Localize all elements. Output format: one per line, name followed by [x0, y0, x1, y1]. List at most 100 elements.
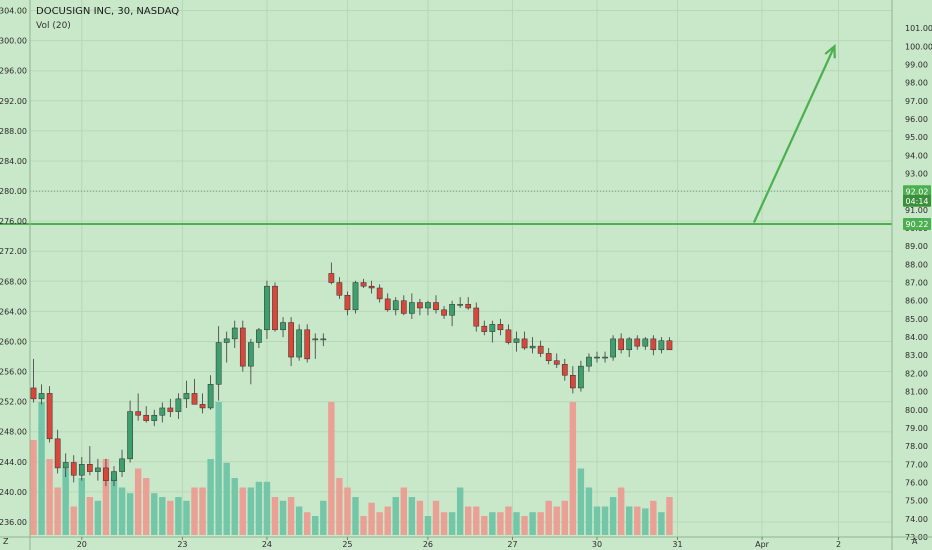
volume-bar: [658, 512, 665, 535]
volume-bar: [626, 506, 633, 535]
volume-bar: [650, 500, 657, 535]
candle: [30, 358, 37, 403]
candle: [159, 402, 166, 423]
price-badge[interactable]: [903, 218, 931, 231]
time-axis-label: 30: [592, 540, 602, 549]
volume-bar: [473, 506, 480, 535]
candle: [135, 393, 142, 421]
candle-body: [570, 374, 576, 389]
right-axis-tick-label: 94.00: [905, 151, 928, 160]
candle: [103, 458, 109, 487]
candle-body: [272, 285, 278, 331]
candle-body: [175, 398, 182, 412]
candle-body: [143, 414, 150, 421]
volume-bar: [175, 497, 182, 535]
candle: [594, 351, 600, 363]
candle-body: [191, 393, 198, 405]
volume-bar: [191, 487, 198, 535]
volume-bar: [521, 516, 528, 535]
candle-body: [505, 329, 512, 343]
corner-left-label[interactable]: Z: [3, 537, 9, 546]
volume-bar: [424, 516, 432, 535]
candle: [352, 280, 359, 314]
candle: [578, 360, 584, 392]
candle: [473, 302, 480, 332]
time-axis-label: 2: [836, 540, 841, 549]
left-axis-tick-label: 248.00: [0, 428, 27, 437]
volume-bar: [263, 481, 271, 535]
trend-arrow-line[interactable]: [752, 45, 836, 224]
candle: [223, 331, 230, 363]
candle-body: [481, 325, 488, 332]
volume-bar: [295, 506, 303, 535]
volume-bar: [456, 487, 464, 535]
time-axis[interactable]: 20 23 24 25 26 27 30 31 Apr 2: [0, 536, 932, 549]
volume-bar: [601, 506, 609, 535]
left-axis-tick-label: 304.00: [0, 7, 27, 16]
price-badge[interactable]: [903, 194, 931, 207]
drawing-overlays[interactable]: [0, 43, 892, 226]
candle: [457, 297, 463, 308]
volume-bar: [561, 500, 568, 535]
candle: [62, 453, 69, 478]
candle-body: [441, 309, 447, 316]
candle-body: [183, 393, 190, 400]
candle: [304, 324, 311, 363]
candle: [441, 306, 447, 319]
candle-body: [578, 365, 584, 389]
candle: [127, 400, 133, 463]
candle-body: [38, 393, 45, 400]
candle-body: [288, 322, 294, 358]
volume-bar: [352, 497, 359, 535]
volume-bar: [569, 402, 577, 535]
candle-body: [199, 404, 206, 409]
candle-body: [594, 356, 600, 359]
right-price-axis[interactable]: 73.0074.0075.0076.0077.0078.0079.0080.00…: [891, 0, 932, 550]
volume-bar: [408, 497, 416, 535]
right-axis-tick-label: 97.00: [905, 97, 928, 106]
candle-body: [561, 364, 568, 376]
left-axis-tick-label: 300.00: [0, 37, 27, 46]
volume-bar: [634, 506, 641, 535]
volume-bar: [30, 440, 37, 535]
volume-bar: [110, 478, 118, 535]
price-badge[interactable]: [903, 185, 931, 198]
right-axis-tick-label: 77.00: [905, 460, 928, 469]
volume-bar: [151, 493, 158, 535]
candle-body: [256, 329, 262, 343]
volume-bar: [102, 459, 110, 535]
candle-body: [513, 338, 520, 343]
volume-bar: [86, 497, 94, 535]
volume-bar: [223, 462, 230, 535]
volume-bar: [368, 502, 375, 535]
right-axis-tick-label: 85.00: [905, 315, 928, 324]
left-axis-tick-label: 240.00: [0, 488, 27, 497]
candle: [288, 317, 294, 367]
volume-bar: [126, 493, 134, 535]
candle: [376, 284, 383, 303]
candle: [296, 324, 302, 361]
candle-body: [650, 338, 657, 351]
candle-body: [111, 471, 117, 481]
candle: [529, 337, 536, 354]
candle: [239, 320, 246, 372]
trend-arrow-head[interactable]: [824, 43, 836, 59]
candle-body: [328, 273, 335, 283]
candle-body: [30, 387, 37, 400]
candle-body: [586, 356, 592, 367]
candle: [215, 326, 222, 401]
volume-bar: [593, 506, 601, 535]
candle-body: [465, 304, 472, 309]
candle: [521, 331, 528, 350]
volume-bar: [312, 516, 319, 535]
candle: [650, 335, 657, 356]
grid: [30, 0, 892, 537]
candle-body: [223, 338, 230, 343]
candle-body: [119, 458, 125, 472]
right-axis-tick-label: 80.00: [905, 406, 928, 415]
candle-body: [87, 464, 93, 472]
corner-right-label[interactable]: A: [912, 537, 918, 546]
left-axis-tick-label: 296.00: [0, 67, 27, 76]
left-axis-tick-label: 280.00: [0, 187, 27, 196]
